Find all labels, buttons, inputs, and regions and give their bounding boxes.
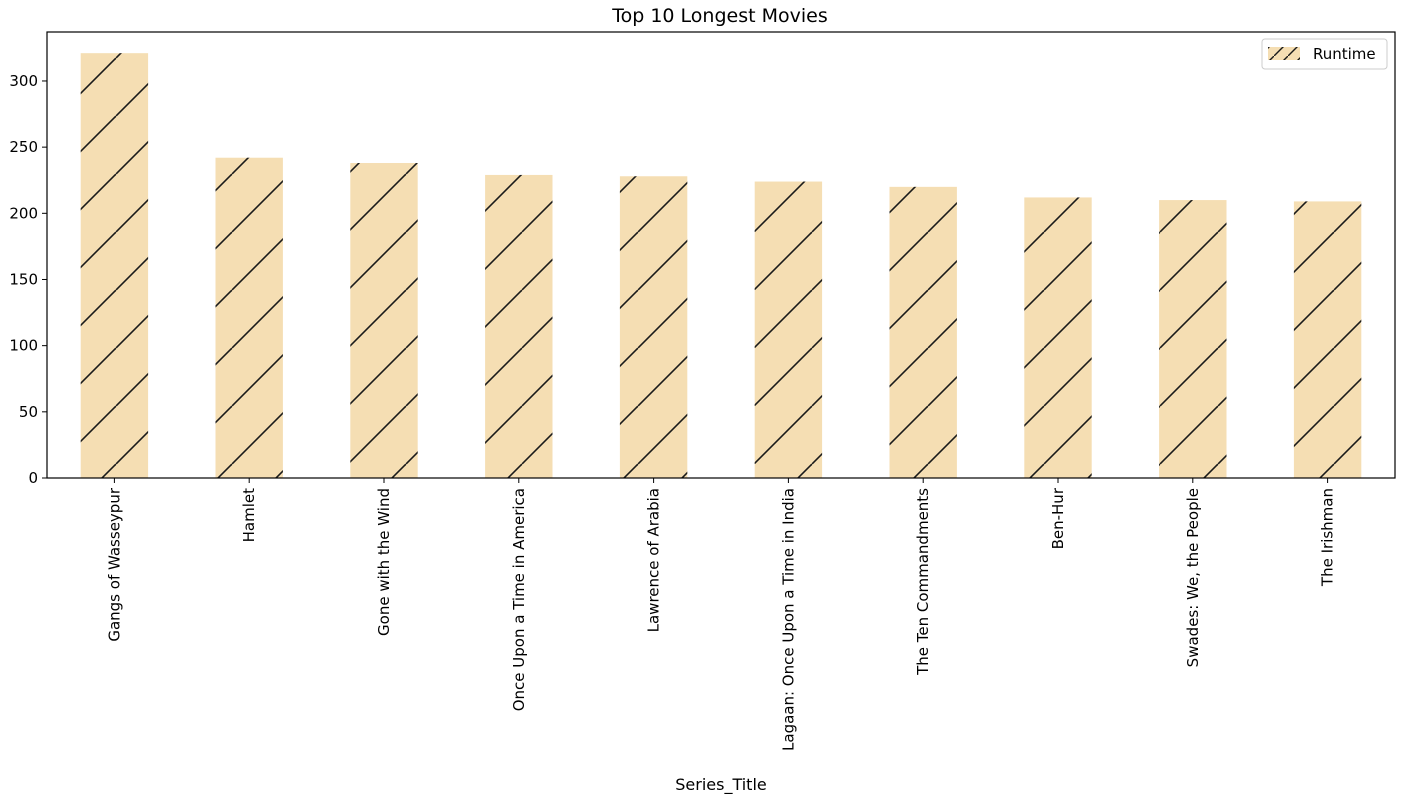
bar: [350, 163, 418, 479]
y-tick-label: 0: [28, 469, 38, 487]
bar: [1293, 201, 1362, 479]
plot-frame: [46, 31, 1396, 479]
legend-label-runtime: Runtime: [1313, 45, 1376, 63]
legend-swatch-hatch: [1268, 47, 1300, 60]
x-axis-title: Series_Title: [675, 775, 767, 795]
bar: [1159, 200, 1227, 478]
bar-hatch: [889, 186, 957, 479]
y-tick-label: 150: [9, 270, 38, 288]
y-tick-label: 100: [9, 337, 38, 355]
x-tick-label: Lawrence of Arabia: [645, 488, 663, 632]
chart-title: Top 10 Longest Movies: [611, 5, 828, 27]
x-tick-label: Lagaan: Once Upon a Time in India: [779, 488, 797, 751]
bars-layer: [80, 53, 1362, 479]
bar: [619, 176, 688, 478]
bar: [889, 186, 957, 479]
legend: Runtime: [1261, 38, 1388, 70]
x-tick-label: The Ten Commandments: [914, 488, 932, 676]
ticks-layer: Gangs of Wasseypur Hamlet Gone with the Wi…: [9, 72, 1336, 751]
bar-hatch: [754, 181, 823, 479]
bar-hatch: [485, 174, 553, 478]
bar-hatch: [80, 53, 149, 478]
bar-hatch: [1293, 201, 1362, 479]
bar: [754, 181, 823, 479]
x-tick-label: Gangs of Wasseypur: [105, 487, 123, 641]
y-tick-label: 250: [9, 138, 38, 156]
bar-hatch: [1024, 197, 1092, 478]
bar: [215, 157, 283, 479]
bar-hatch: [1159, 200, 1227, 478]
y-tick-label: 50: [19, 403, 38, 421]
y-tick-label: 200: [9, 204, 38, 222]
legend-box: [1261, 38, 1388, 70]
x-tick-label: The Irishman: [1319, 488, 1337, 587]
bar-hatch: [215, 157, 283, 479]
y-tick-label: 300: [9, 72, 38, 90]
bar: [80, 53, 149, 478]
x-tick-label: Ben-Hur: [1049, 487, 1067, 549]
bar: [485, 174, 553, 478]
x-tick-label: Hamlet: [240, 488, 258, 542]
bar-hatch: [350, 163, 418, 479]
bar: [1024, 197, 1092, 478]
bar-hatch: [619, 176, 688, 478]
x-tick-label: Gone with the Wind: [375, 488, 393, 636]
x-tick-label: Swades: We, the People: [1184, 488, 1202, 667]
x-tick-label: Once Upon a Time in America: [510, 488, 528, 711]
